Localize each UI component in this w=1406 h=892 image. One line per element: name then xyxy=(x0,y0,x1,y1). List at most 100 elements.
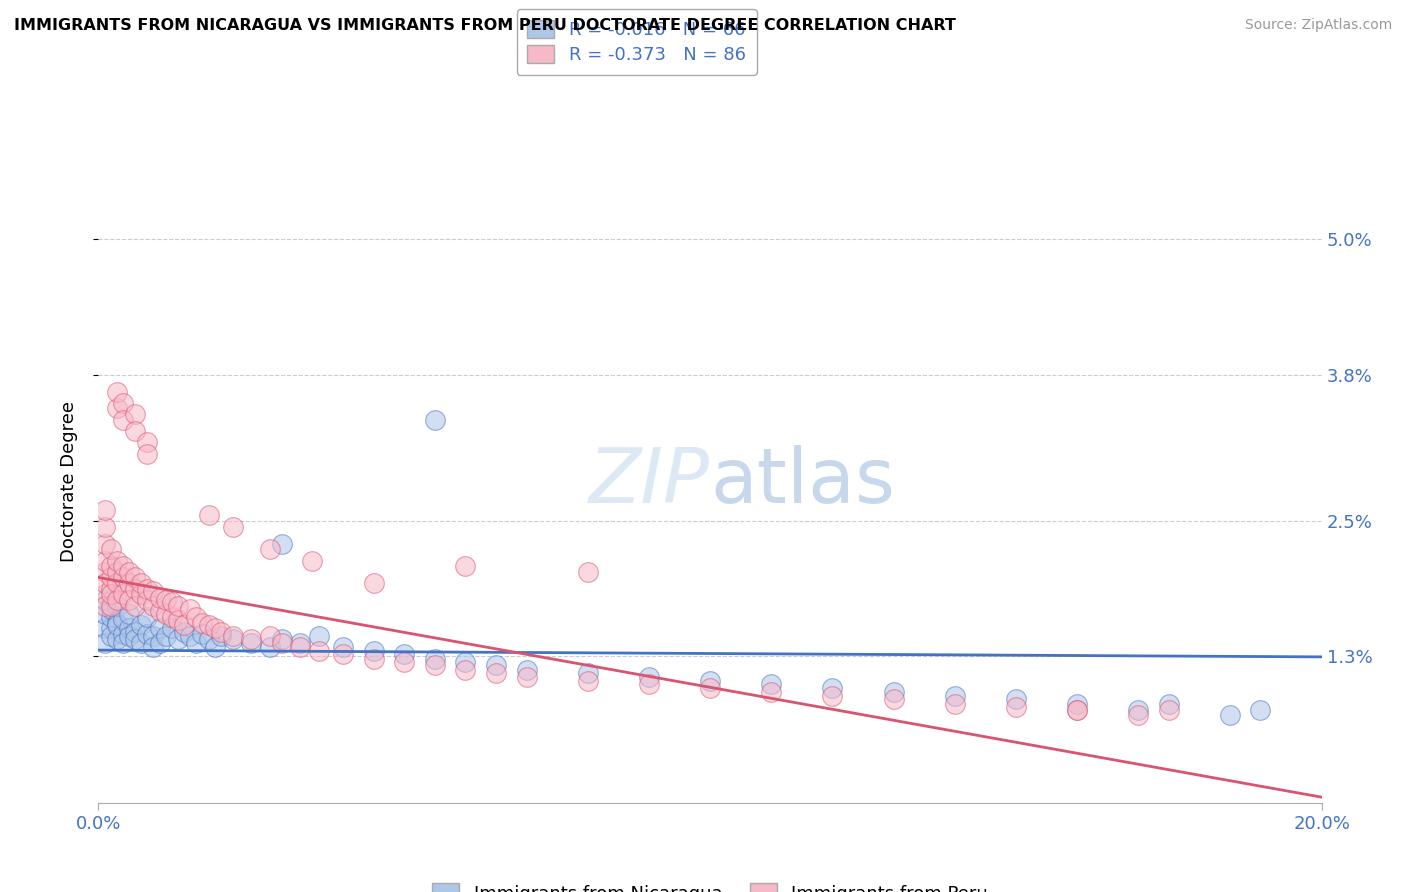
Point xyxy=(111,570,134,584)
Point xyxy=(1066,697,1088,711)
Point xyxy=(1066,703,1088,717)
Point xyxy=(308,629,330,643)
Point xyxy=(124,407,146,421)
Point xyxy=(759,685,782,699)
Point xyxy=(173,624,195,639)
Point xyxy=(637,677,661,691)
Point xyxy=(209,629,232,643)
Point xyxy=(93,536,115,550)
Point xyxy=(105,565,128,579)
Point xyxy=(93,587,115,601)
Point xyxy=(136,582,159,596)
Point xyxy=(93,599,115,613)
Point xyxy=(943,689,966,703)
Point xyxy=(240,632,263,647)
Point xyxy=(179,629,201,643)
Point xyxy=(142,584,165,599)
Point xyxy=(124,599,146,613)
Point xyxy=(124,570,146,584)
Point xyxy=(423,413,446,427)
Point xyxy=(155,593,177,607)
Point xyxy=(149,621,172,635)
Point xyxy=(883,685,905,699)
Point xyxy=(100,570,122,584)
Point xyxy=(93,576,115,591)
Point xyxy=(173,617,195,632)
Point xyxy=(142,629,165,643)
Point xyxy=(1004,692,1026,706)
Point xyxy=(259,629,281,643)
Point xyxy=(100,587,122,601)
Legend: Immigrants from Nicaragua, Immigrants from Peru: Immigrants from Nicaragua, Immigrants fr… xyxy=(425,876,995,892)
Point xyxy=(270,632,292,647)
Point xyxy=(454,663,477,677)
Point xyxy=(943,697,966,711)
Point xyxy=(186,610,208,624)
Point xyxy=(308,643,330,657)
Text: ZIP: ZIP xyxy=(589,445,710,518)
Point xyxy=(332,647,354,661)
Point xyxy=(197,508,219,523)
Point xyxy=(155,629,177,643)
Point xyxy=(1128,703,1150,717)
Point xyxy=(186,636,208,650)
Point xyxy=(1004,700,1026,714)
Point xyxy=(240,636,263,650)
Point xyxy=(93,621,115,635)
Y-axis label: Doctorate Degree: Doctorate Degree xyxy=(59,401,77,562)
Point xyxy=(259,640,281,655)
Point xyxy=(454,559,477,574)
Point xyxy=(821,689,844,703)
Point xyxy=(392,655,416,669)
Point xyxy=(124,424,146,438)
Point xyxy=(93,553,115,567)
Point xyxy=(759,677,782,691)
Point xyxy=(516,663,538,677)
Point xyxy=(136,446,159,460)
Point xyxy=(105,632,128,647)
Point xyxy=(105,401,128,416)
Point xyxy=(576,674,599,689)
Point xyxy=(363,651,385,665)
Point xyxy=(270,536,292,550)
Point xyxy=(637,670,661,684)
Point xyxy=(290,636,312,650)
Point xyxy=(118,593,141,607)
Point xyxy=(301,553,323,567)
Point xyxy=(100,582,122,596)
Point xyxy=(129,576,152,591)
Point xyxy=(1128,707,1150,722)
Point xyxy=(1157,697,1180,711)
Point xyxy=(105,615,128,630)
Point xyxy=(191,627,214,641)
Point xyxy=(392,647,416,661)
Text: Source: ZipAtlas.com: Source: ZipAtlas.com xyxy=(1244,18,1392,32)
Point xyxy=(222,520,245,534)
Point xyxy=(149,604,172,618)
Point xyxy=(1066,703,1088,717)
Text: atlas: atlas xyxy=(710,445,894,518)
Point xyxy=(160,621,183,635)
Point xyxy=(136,627,159,641)
Point xyxy=(485,658,508,673)
Point xyxy=(100,542,122,557)
Point xyxy=(118,629,141,643)
Point xyxy=(259,542,281,557)
Point xyxy=(149,591,172,605)
Point xyxy=(179,602,201,616)
Point xyxy=(100,629,122,643)
Point xyxy=(197,617,219,632)
Point xyxy=(105,384,128,399)
Point xyxy=(1219,707,1241,722)
Point xyxy=(100,610,122,624)
Point xyxy=(332,640,354,655)
Point xyxy=(100,559,122,574)
Point xyxy=(105,617,128,632)
Point xyxy=(136,435,159,450)
Point xyxy=(204,640,226,655)
Point xyxy=(485,666,508,681)
Point xyxy=(423,658,446,673)
Point xyxy=(93,593,115,607)
Point xyxy=(111,627,134,641)
Point xyxy=(111,559,134,574)
